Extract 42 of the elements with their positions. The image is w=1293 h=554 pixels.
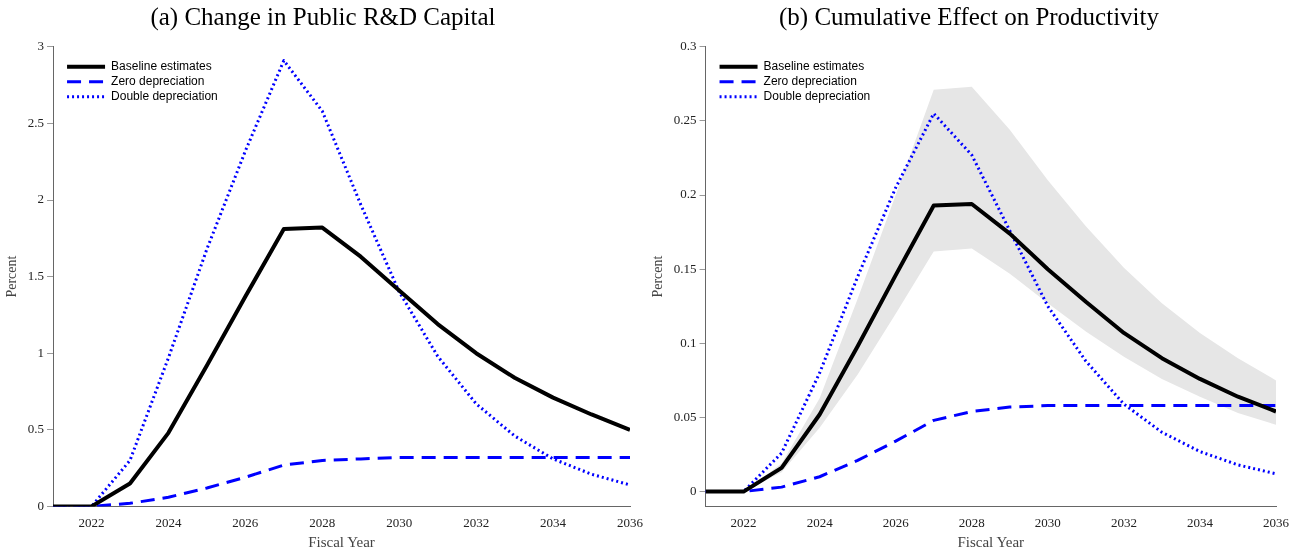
y-tick-label: 2.5 (27, 114, 45, 130)
x-tick-label: 2024 (806, 514, 834, 530)
x-tick-label: 2030 (1034, 514, 1061, 530)
y-tick-label: 0.1 (680, 334, 697, 350)
legend-label: Zero depreciation (111, 74, 205, 89)
x-tick-label: 2024 (155, 514, 182, 530)
legend-label: Baseline estimates (111, 59, 212, 74)
y-tick-label: 1 (37, 344, 45, 360)
x-tick-label: 2036 (1263, 514, 1290, 530)
x-tick-label: 2022 (730, 514, 757, 530)
y-axis-title: Percent (4, 255, 20, 298)
y-tick-label: 0.5 (27, 421, 45, 437)
x-tick-label: 2028 (958, 514, 985, 530)
y-tick-label: 0.25 (673, 112, 697, 128)
chart-title: (a) Change in Public R&D Capital (149, 2, 497, 33)
y-tick-label: 0.15 (673, 260, 697, 276)
y-tick-label: 0 (690, 483, 697, 498)
x-tick-label: 2032 (463, 514, 490, 530)
y-axis-title: Percent (650, 255, 666, 298)
legend-label: Double depreciation (763, 89, 871, 104)
x-tick-label: 2034 (1186, 514, 1214, 530)
y-tick-label: 2 (37, 191, 45, 207)
legend-label: Zero depreciation (763, 74, 857, 89)
y-tick-label: 1.5 (27, 268, 45, 284)
x-axis-title: Fiscal Year (957, 533, 1025, 550)
x-tick-label: 2034 (540, 514, 567, 530)
x-tick-label: 2036 (617, 514, 644, 530)
legend-label: Double depreciation (111, 89, 218, 104)
y-tick-label: 0.3 (680, 38, 697, 54)
y-tick-label: 3 (37, 38, 45, 54)
y-tick-label: 0.05 (673, 408, 697, 424)
legend-label: Baseline estimates (763, 59, 865, 74)
chart-title: (b) Cumulative Effect on Productivity (778, 2, 1160, 33)
x-tick-label: 2028 (309, 514, 336, 530)
y-tick-label: 0.2 (680, 186, 697, 202)
x-axis-title: Fiscal Year (308, 533, 375, 550)
x-tick-label: 2026 (882, 514, 910, 530)
y-tick-label: 0 (37, 497, 45, 513)
x-tick-label: 2022 (78, 514, 105, 530)
x-tick-label: 2032 (1110, 514, 1137, 530)
x-tick-label: 2026 (232, 514, 259, 530)
x-tick-label: 2030 (386, 514, 413, 530)
